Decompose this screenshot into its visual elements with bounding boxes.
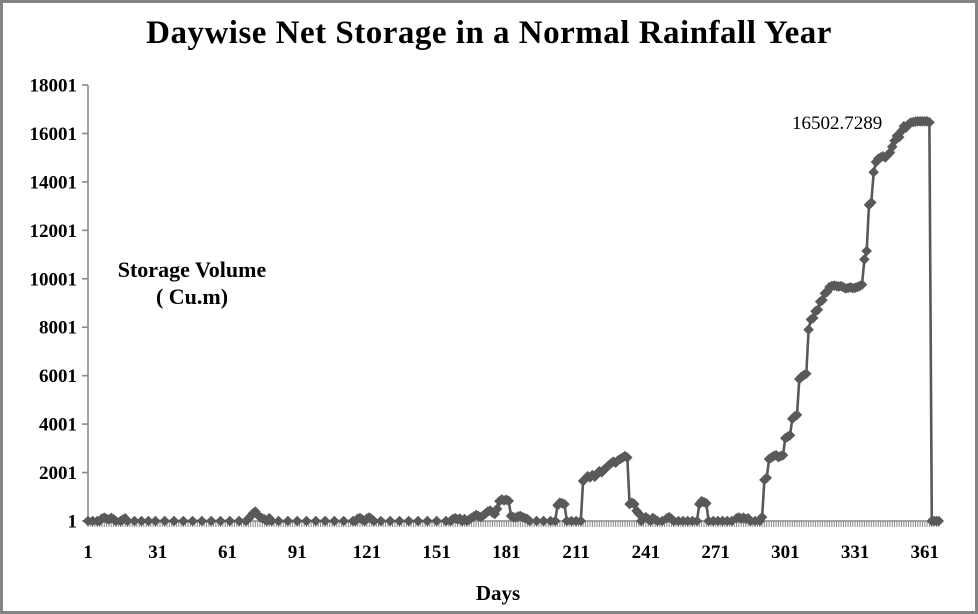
chart-title: Daywise Net Storage in a Normal Rainfall…: [146, 15, 832, 51]
svg-text:151: 151: [422, 542, 451, 563]
svg-text:10001: 10001: [30, 269, 78, 290]
svg-text:61: 61: [218, 542, 237, 563]
y-axis-unit-line1: Storage Volume: [117, 257, 267, 282]
svg-text:31: 31: [148, 542, 167, 563]
svg-text:211: 211: [562, 542, 589, 563]
svg-text:4001: 4001: [39, 415, 77, 436]
svg-text:331: 331: [841, 542, 870, 563]
svg-text:1: 1: [68, 512, 78, 533]
x-axis-title: Days: [475, 581, 521, 605]
svg-text:6001: 6001: [39, 366, 77, 387]
svg-text:241: 241: [632, 542, 661, 563]
svg-text:271: 271: [701, 542, 730, 563]
svg-text:16001: 16001: [30, 124, 78, 145]
svg-text:18001: 18001: [30, 76, 78, 97]
svg-text:301: 301: [771, 542, 800, 563]
svg-text:14001: 14001: [30, 172, 78, 193]
svg-text:361: 361: [911, 542, 940, 563]
svg-text:91: 91: [288, 542, 307, 563]
svg-text:8001: 8001: [39, 318, 77, 339]
svg-text:1: 1: [83, 542, 93, 563]
y-axis-unit-line2: ( Cu.m): [155, 284, 229, 309]
y-axis-unit-label: Storage Volume ( Cu.m): [97, 256, 287, 310]
svg-text:181: 181: [492, 542, 521, 563]
svg-text:2001: 2001: [39, 463, 77, 484]
peak-value-annotation: 16502.7289: [792, 113, 883, 134]
chart-plot: 1200140016001800110001120011400116001180…: [30, 76, 945, 563]
svg-text:121: 121: [353, 542, 382, 563]
svg-text:12001: 12001: [30, 221, 78, 242]
